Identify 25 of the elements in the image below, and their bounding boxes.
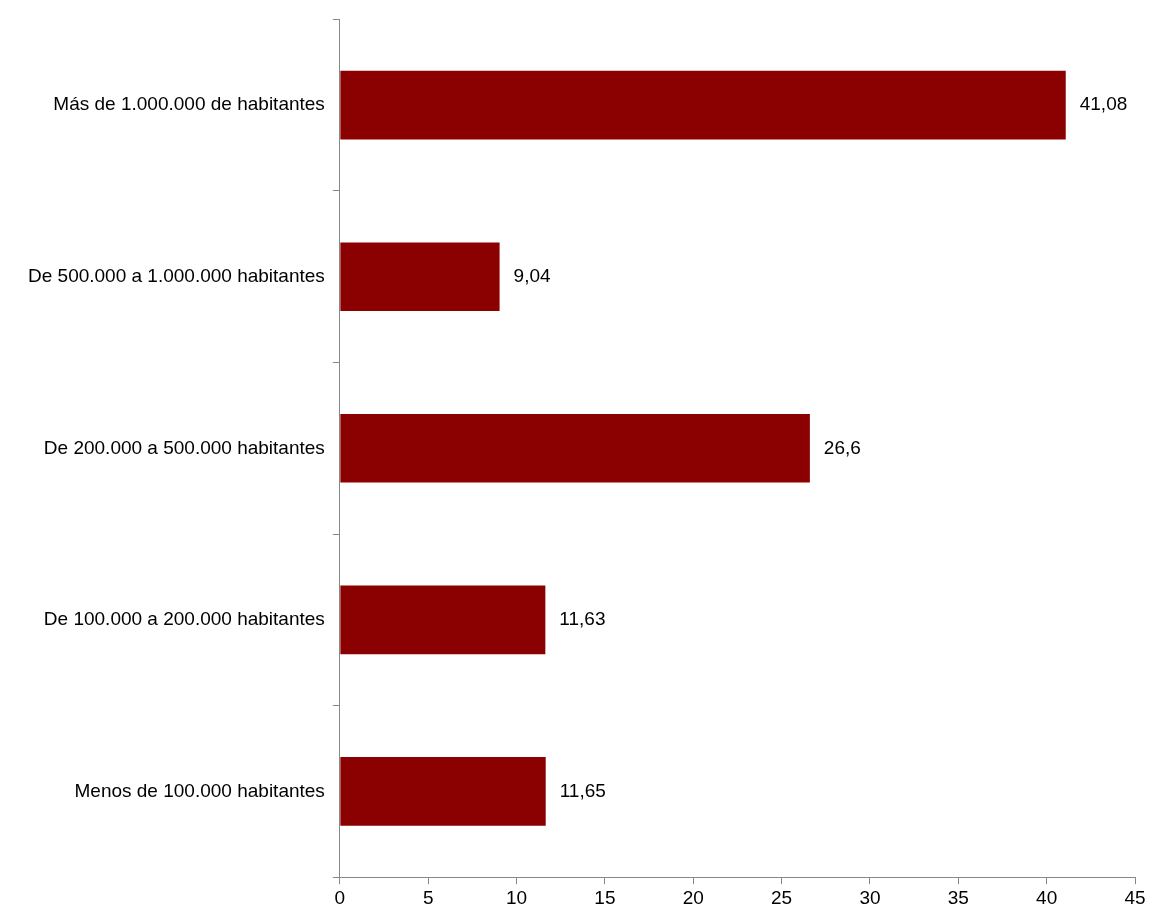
data-label: 11,63 [559, 608, 606, 630]
data-label: 26,6 [823, 436, 861, 458]
bar [340, 242, 500, 312]
x-tick-label: 40 [1036, 886, 1058, 908]
bar [340, 585, 546, 655]
data-label: 11,65 [559, 779, 606, 801]
bar [340, 413, 810, 483]
data-label: 41,08 [1079, 93, 1128, 115]
bar [340, 757, 546, 826]
y-tick-label: De 100.000 a 200.000 habitantes [43, 608, 325, 630]
x-tick-label: 15 [594, 886, 616, 908]
x-tick-label: 45 [1124, 886, 1146, 908]
data-label: 9,04 [513, 264, 551, 286]
y-tick-label: Más de 1.000.000 de habitantes [53, 93, 325, 115]
y-tick-label: Menos de 100.000 habitantes [74, 779, 325, 801]
x-tick-label: 10 [505, 886, 528, 908]
x-tick-label: 35 [947, 886, 969, 908]
x-tick-label: 30 [859, 886, 881, 908]
bar [340, 70, 1066, 140]
x-tick-label: 25 [771, 886, 793, 908]
x-tick-label: 5 [422, 886, 434, 908]
x-tick-label: 0 [334, 886, 346, 908]
y-tick-label: De 500.000 a 1.000.000 habitantes [28, 264, 325, 286]
y-tick-label: De 200.000 a 500.000 habitantes [43, 436, 325, 458]
x-tick-label: 20 [682, 886, 704, 908]
